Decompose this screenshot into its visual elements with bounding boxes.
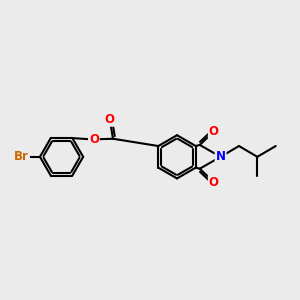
Text: O: O	[209, 176, 219, 189]
Text: O: O	[89, 133, 99, 146]
Text: Br: Br	[14, 150, 29, 163]
Text: O: O	[209, 125, 219, 138]
Text: N: N	[216, 150, 226, 163]
Text: O: O	[105, 113, 115, 126]
